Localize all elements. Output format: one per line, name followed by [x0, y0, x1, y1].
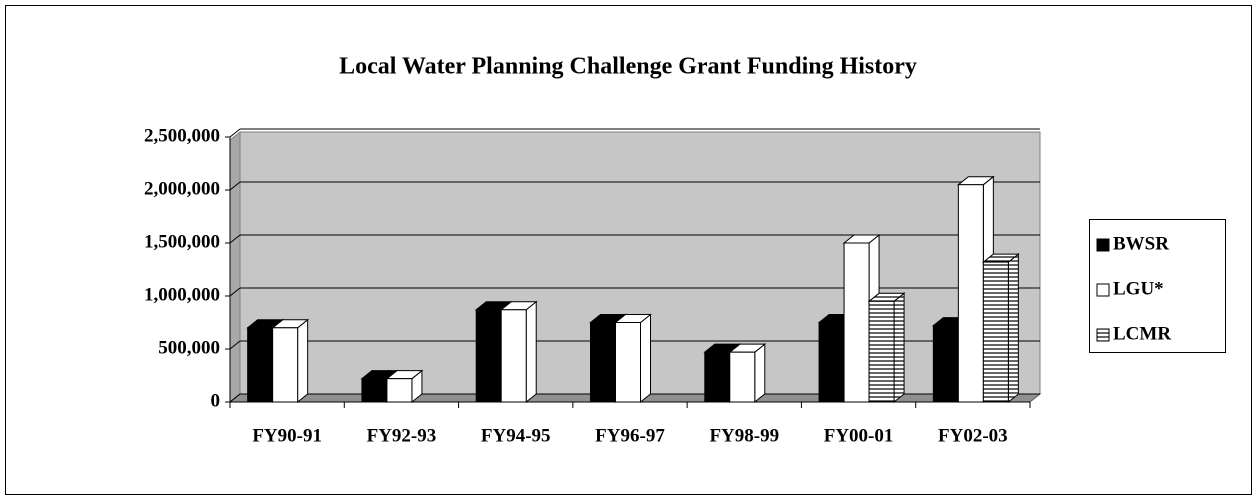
legend-swatch — [1096, 238, 1110, 252]
x-tick-label: FY92-93 — [367, 425, 437, 446]
y-tick-label: 500,000 — [158, 337, 220, 358]
x-tick-label: FY00-01 — [824, 425, 894, 446]
grid-line-side — [229, 393, 241, 403]
bar-front — [272, 327, 299, 403]
bar-side — [525, 300, 537, 404]
x-tick-label: FY96-97 — [595, 425, 665, 446]
bar-front — [500, 309, 527, 403]
bar-side — [640, 313, 651, 404]
y-tick-label: 1,000,000 — [144, 284, 220, 305]
bar-front — [704, 351, 731, 403]
x-tick-label: FY02-03 — [938, 425, 1008, 446]
bar-front — [475, 309, 502, 403]
bar — [385, 369, 424, 404]
grid-line-side — [229, 287, 241, 297]
side-wall — [229, 130, 241, 404]
grid-line-side — [229, 181, 241, 191]
y-tick-label: 2,000,000 — [144, 178, 220, 199]
chart-title: Local Water Planning Challenge Grant Fun… — [339, 54, 917, 80]
bar-side — [893, 292, 905, 404]
y-tick-label: 0 — [211, 390, 221, 411]
bar-front — [247, 327, 274, 403]
bar-front — [868, 300, 895, 403]
bar-front — [982, 261, 1009, 403]
grid-line-side — [229, 234, 241, 244]
bar-front — [957, 184, 984, 403]
bar-front — [386, 378, 413, 403]
legend-swatch — [1096, 283, 1110, 297]
bar-front — [932, 325, 959, 403]
bar-front — [843, 242, 870, 403]
bar — [867, 292, 906, 404]
legend-label: LCMR — [1113, 323, 1171, 344]
x-tick-label: FY94-95 — [481, 425, 551, 446]
bar — [728, 343, 767, 404]
bar-front — [590, 322, 616, 403]
grid-line-side — [229, 340, 241, 350]
legend-label: BWSR — [1113, 233, 1169, 254]
bar-side — [297, 318, 309, 404]
bar-side — [754, 343, 766, 404]
bar-front — [615, 322, 641, 403]
x-tick-label: FY98-99 — [709, 425, 779, 446]
legend-box — [1089, 219, 1226, 353]
bar-front — [729, 351, 756, 403]
bar-front — [361, 378, 388, 403]
bar — [614, 313, 652, 404]
bar — [271, 318, 310, 404]
legend-label: LGU* — [1113, 278, 1164, 299]
grid-line-side — [229, 128, 241, 138]
bar-front — [818, 322, 845, 403]
y-tick-label: 1,500,000 — [144, 231, 220, 252]
bar-side — [1007, 253, 1019, 404]
bar — [981, 253, 1020, 404]
x-tick-label: FY90-91 — [252, 425, 322, 446]
legend-swatch — [1096, 328, 1110, 342]
bar — [499, 300, 538, 404]
y-tick-label: 2,500,000 — [144, 125, 220, 146]
